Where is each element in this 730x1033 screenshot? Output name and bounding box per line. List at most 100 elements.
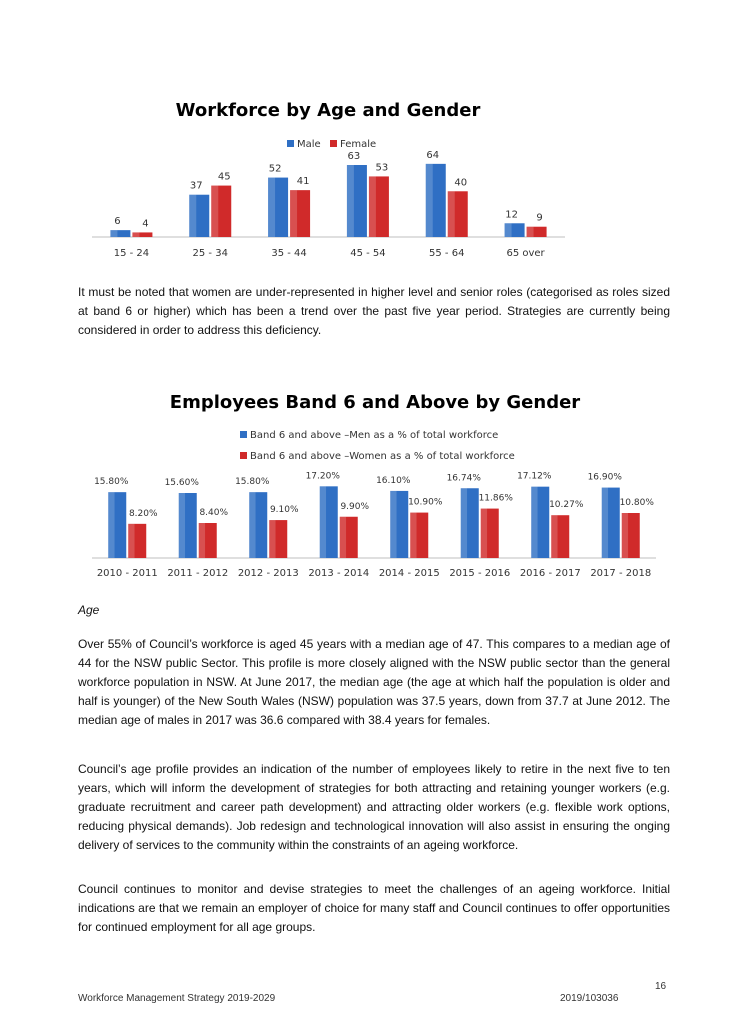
data-label-1-4: 10.90% (408, 498, 443, 508)
x-tick-label-2: 2012 - 2013 (238, 568, 299, 579)
data-label-0-7: 16.90% (588, 473, 623, 483)
bar-highlight-1-0 (128, 523, 135, 558)
bar-highlight-0-3 (346, 165, 354, 237)
bar-highlight-0-6 (531, 486, 538, 558)
footer-document-title: Workforce Management Strategy 2019-2029 (78, 993, 276, 1004)
bar-highlight-1-7 (621, 513, 629, 558)
bar-series2-1 (198, 523, 217, 558)
legend-swatch-0 (287, 140, 294, 147)
data-label-0-6: 17.12% (517, 472, 552, 482)
data-label-0-1: 15.60% (165, 478, 200, 488)
bar-highlight-0-0 (108, 492, 115, 558)
x-tick-label-2: 35 - 44 (271, 248, 306, 259)
paragraph-women-underrepresented: It must be noted that women are under-re… (78, 285, 670, 337)
page-number: 16 (655, 981, 667, 992)
bar-highlight-0-5 (460, 488, 468, 558)
x-tick-label-0: 2010 - 2011 (97, 568, 158, 579)
legend-swatch-0 (240, 431, 247, 438)
paragraph-ageing-workforce: Council continues to monitor and devise … (78, 882, 670, 934)
data-label-0-2: 52 (269, 164, 282, 175)
bar-series1-1 (189, 194, 210, 237)
data-label-1-3: 9.90% (340, 502, 369, 512)
data-label-0-4: 64 (426, 150, 439, 161)
bar-series2-2 (290, 190, 311, 237)
data-label-1-0: 4 (142, 218, 148, 229)
legend-swatch-1 (240, 452, 247, 459)
x-tick-label-1: 2011 - 2012 (167, 568, 228, 579)
bar-highlight-1-1 (198, 523, 206, 558)
bar-highlight-1-1 (211, 185, 219, 237)
chart-title: Employees Band 6 and Above by Gender (170, 392, 581, 413)
data-label-0-5: 12 (505, 209, 518, 220)
x-tick-label-4: 55 - 64 (429, 248, 464, 259)
age-gender-chart: Workforce by Age and Gender Male Female 6… (0, 90, 730, 270)
data-label-0-4: 16.10% (376, 476, 411, 486)
x-tick-label-4: 2014 - 2015 (379, 568, 440, 579)
data-label-1-5: 11.86% (479, 494, 514, 504)
legend-entry-1: Band 6 and above –Women as a % of total … (250, 451, 515, 462)
data-label-1-4: 40 (454, 177, 467, 188)
bar-highlight-0-2 (249, 492, 256, 558)
bar-series1-2 (249, 492, 268, 558)
bar-series2-7 (621, 513, 640, 558)
bar-highlight-0-3 (319, 486, 327, 558)
x-tick-label-1: 25 - 34 (193, 248, 228, 259)
bar-series1-5 (460, 488, 479, 558)
section-heading-age: Age (78, 603, 100, 617)
bar-highlight-1-3 (368, 176, 376, 237)
bar-highlight-1-2 (290, 190, 298, 237)
bar-highlight-1-4 (410, 512, 417, 558)
data-label-1-3: 53 (376, 162, 389, 173)
bar-series1-5 (504, 223, 525, 237)
bar-series2-3 (339, 516, 358, 558)
paragraph-age-profile: Council’s age profile provides an indica… (78, 762, 670, 852)
bar-highlight-0-4 (425, 163, 433, 237)
bar-highlight-1-6 (551, 515, 558, 558)
data-label-0-3: 17.20% (306, 471, 341, 481)
x-tick-label-5: 2015 - 2016 (449, 568, 510, 579)
data-label-0-5: 16.74% (447, 473, 482, 483)
x-tick-label-5: 65 over (506, 248, 545, 259)
bar-series1-7 (601, 487, 620, 558)
bar-highlight-1-5 (480, 508, 488, 558)
bar-series1-0 (110, 230, 131, 237)
data-label-1-7: 10.80% (620, 498, 655, 508)
bar-series2-5 (526, 226, 547, 237)
data-label-1-0: 8.20% (129, 509, 158, 519)
footer-reference-number: 2019/103036 (560, 993, 619, 1004)
age-gender-chart-svg: Workforce by Age and Gender Male Female 6… (92, 100, 565, 259)
bar-highlight-0-4 (390, 490, 397, 558)
bar-highlight-0-0 (110, 230, 118, 237)
bar-highlight-0-7 (601, 487, 609, 558)
x-tick-label-7: 2017 - 2018 (590, 568, 651, 579)
bar-series2-6 (551, 515, 570, 558)
x-tick-label-3: 45 - 54 (350, 248, 385, 259)
bar-series2-1 (211, 185, 232, 237)
bar-series2-4 (410, 512, 429, 558)
legend-entry-0: Band 6 and above –Men as a % of total wo… (250, 430, 498, 441)
bar-series2-3 (368, 176, 389, 237)
bar-series1-4 (390, 490, 409, 558)
bar-highlight-0-1 (189, 194, 197, 237)
data-label-1-5: 9 (536, 213, 542, 224)
bar-highlight-1-3 (339, 516, 347, 558)
data-label-0-3: 63 (348, 151, 361, 162)
bar-series1-1 (178, 493, 197, 558)
bar-highlight-1-0 (132, 232, 140, 237)
band6-gender-chart-svg: Employees Band 6 and Above by Gender Ban… (92, 392, 656, 579)
bar-highlight-0-1 (178, 493, 186, 558)
bar-series1-6 (531, 486, 550, 558)
bar-series2-0 (132, 232, 153, 237)
x-tick-label-0: 15 - 24 (114, 248, 149, 259)
legend-entry-0: Male (297, 139, 321, 150)
paragraph-median-age: Over 55% of Council’s workforce is aged … (78, 637, 670, 727)
data-label-0-2: 15.80% (235, 477, 270, 487)
bar-series1-2 (268, 177, 289, 237)
x-tick-label-3: 2013 - 2014 (308, 568, 369, 579)
band6-gender-chart: Employees Band 6 and Above by Gender Ban… (0, 382, 730, 592)
bar-highlight-1-5 (526, 226, 534, 237)
data-label-1-2: 41 (297, 176, 310, 187)
bar-series2-2 (269, 520, 288, 558)
bar-highlight-1-4 (447, 191, 455, 237)
bar-highlight-0-5 (504, 223, 512, 237)
